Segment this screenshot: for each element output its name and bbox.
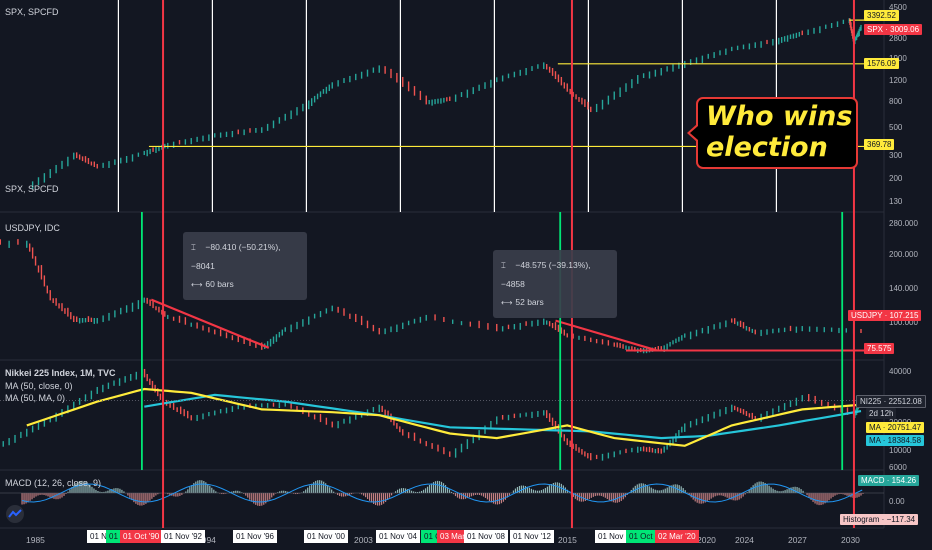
nikkei-tick: 40000 (889, 367, 911, 376)
spx-tick: 800 (889, 97, 902, 106)
measure1-bars: 60 bars (205, 279, 233, 289)
measure2-bars: 52 bars (515, 297, 543, 307)
spx-369-tag: 369.78 (864, 139, 894, 150)
usdjpy-pane-title: USDJPY, IDC (5, 223, 60, 233)
measure2-delta: −48.575 (−39.13%), −4858 (501, 260, 591, 289)
callout-line-2: election (706, 132, 852, 163)
x-date-tag: 01 Nov '12 (510, 530, 554, 543)
range-icon: ⌶ (191, 239, 203, 257)
x-date-tag: 01 Nov '96 (233, 530, 277, 543)
measure-line-2 (556, 321, 657, 351)
ma1-tag: MA · 20751.47 (866, 422, 924, 433)
usdjpy-last-tag: USDJPY · 107.215 (848, 310, 921, 321)
nikkei-tick: 6000 (889, 463, 907, 472)
spx-tick: 300 (889, 151, 902, 160)
ma2-tag: MA · 18384.58 (866, 435, 924, 446)
x-date-tag: 02 Mar '20 (655, 530, 699, 543)
bars-icon: ⟷ (191, 276, 203, 294)
x-tick: 2030 (841, 535, 860, 545)
spx-pane-title: SPX, SPCFD (5, 7, 59, 17)
spx-pane-title-repeat: SPX, SPCFD (5, 184, 59, 194)
bars-icon: ⟷ (501, 294, 513, 312)
spx-tick: 2800 (889, 34, 907, 43)
macd-tick: 0.00 (889, 497, 905, 506)
usdjpy-tick: 140.000 (889, 284, 918, 293)
spx-last-tag: SPX · 3009.06 (864, 24, 922, 35)
logo-icon[interactable] (6, 505, 24, 523)
x-tick: 2020 (697, 535, 716, 545)
nikkei-tick: 10000 (889, 446, 911, 455)
x-date-tag: 01 Nov '00 (304, 530, 348, 543)
spx-tick: 200 (889, 174, 902, 183)
x-tick: 2027 (788, 535, 807, 545)
macd-pane-title: MACD (12, 26, close, 9) (5, 478, 101, 488)
usdjpy-low-tag: 75.575 (864, 343, 894, 354)
spx-tick: 1200 (889, 76, 907, 85)
range-icon: ⌶ (501, 257, 513, 275)
x-date-tag: 01 Nov '04 (376, 530, 420, 543)
x-date-tag: 01 Oct '90 (120, 530, 162, 543)
ma1-line (27, 389, 861, 446)
measure1-delta: −80.410 (−50.21%), −8041 (191, 242, 281, 271)
x-tick: 2024 (735, 535, 754, 545)
spx-1576-tag: 1576.09 (864, 58, 899, 69)
histogram-tag: Histogram · −117.34 (840, 514, 918, 525)
ni225-last-tag: NI225 · 22512.08 (856, 395, 926, 408)
usdjpy-tick: 200.000 (889, 250, 918, 259)
election-callout[interactable]: Who wins election (696, 97, 858, 169)
spx-tick: 130 (889, 197, 902, 206)
x-tick: 2015 (558, 535, 577, 545)
x-date-tag: 01 Nov '08 (464, 530, 508, 543)
macd-tag: MACD · 154.26 (858, 475, 919, 486)
spx-high-tag: 3392.52 (864, 10, 899, 21)
measure-line-1 (151, 300, 268, 348)
nikkei-ma2-legend: MA (50, MA, 0) (5, 393, 65, 403)
usdjpy-tick: 280.000 (889, 219, 918, 228)
callout-line-1: Who wins (706, 101, 852, 132)
x-tick: 2003 (354, 535, 373, 545)
nikkei-pane-title: Nikkei 225 Index, 1M, TVC (5, 368, 116, 378)
nikkei-ma1-legend: MA (50, close, 0) (5, 381, 73, 391)
spx-tick: 500 (889, 123, 902, 132)
measure-box-2[interactable]: ⌶ −48.575 (−39.13%), −4858 ⟷ 52 bars (493, 250, 617, 318)
ni225-countdown: 2d 12h (866, 408, 896, 419)
x-date-tag: 01 (106, 530, 121, 543)
x-tick: 1985 (26, 535, 45, 545)
x-date-tag: 01 Nov '92 (161, 530, 205, 543)
measure-box-1[interactable]: ⌶ −80.410 (−50.21%), −8041 ⟷ 60 bars (183, 232, 307, 300)
